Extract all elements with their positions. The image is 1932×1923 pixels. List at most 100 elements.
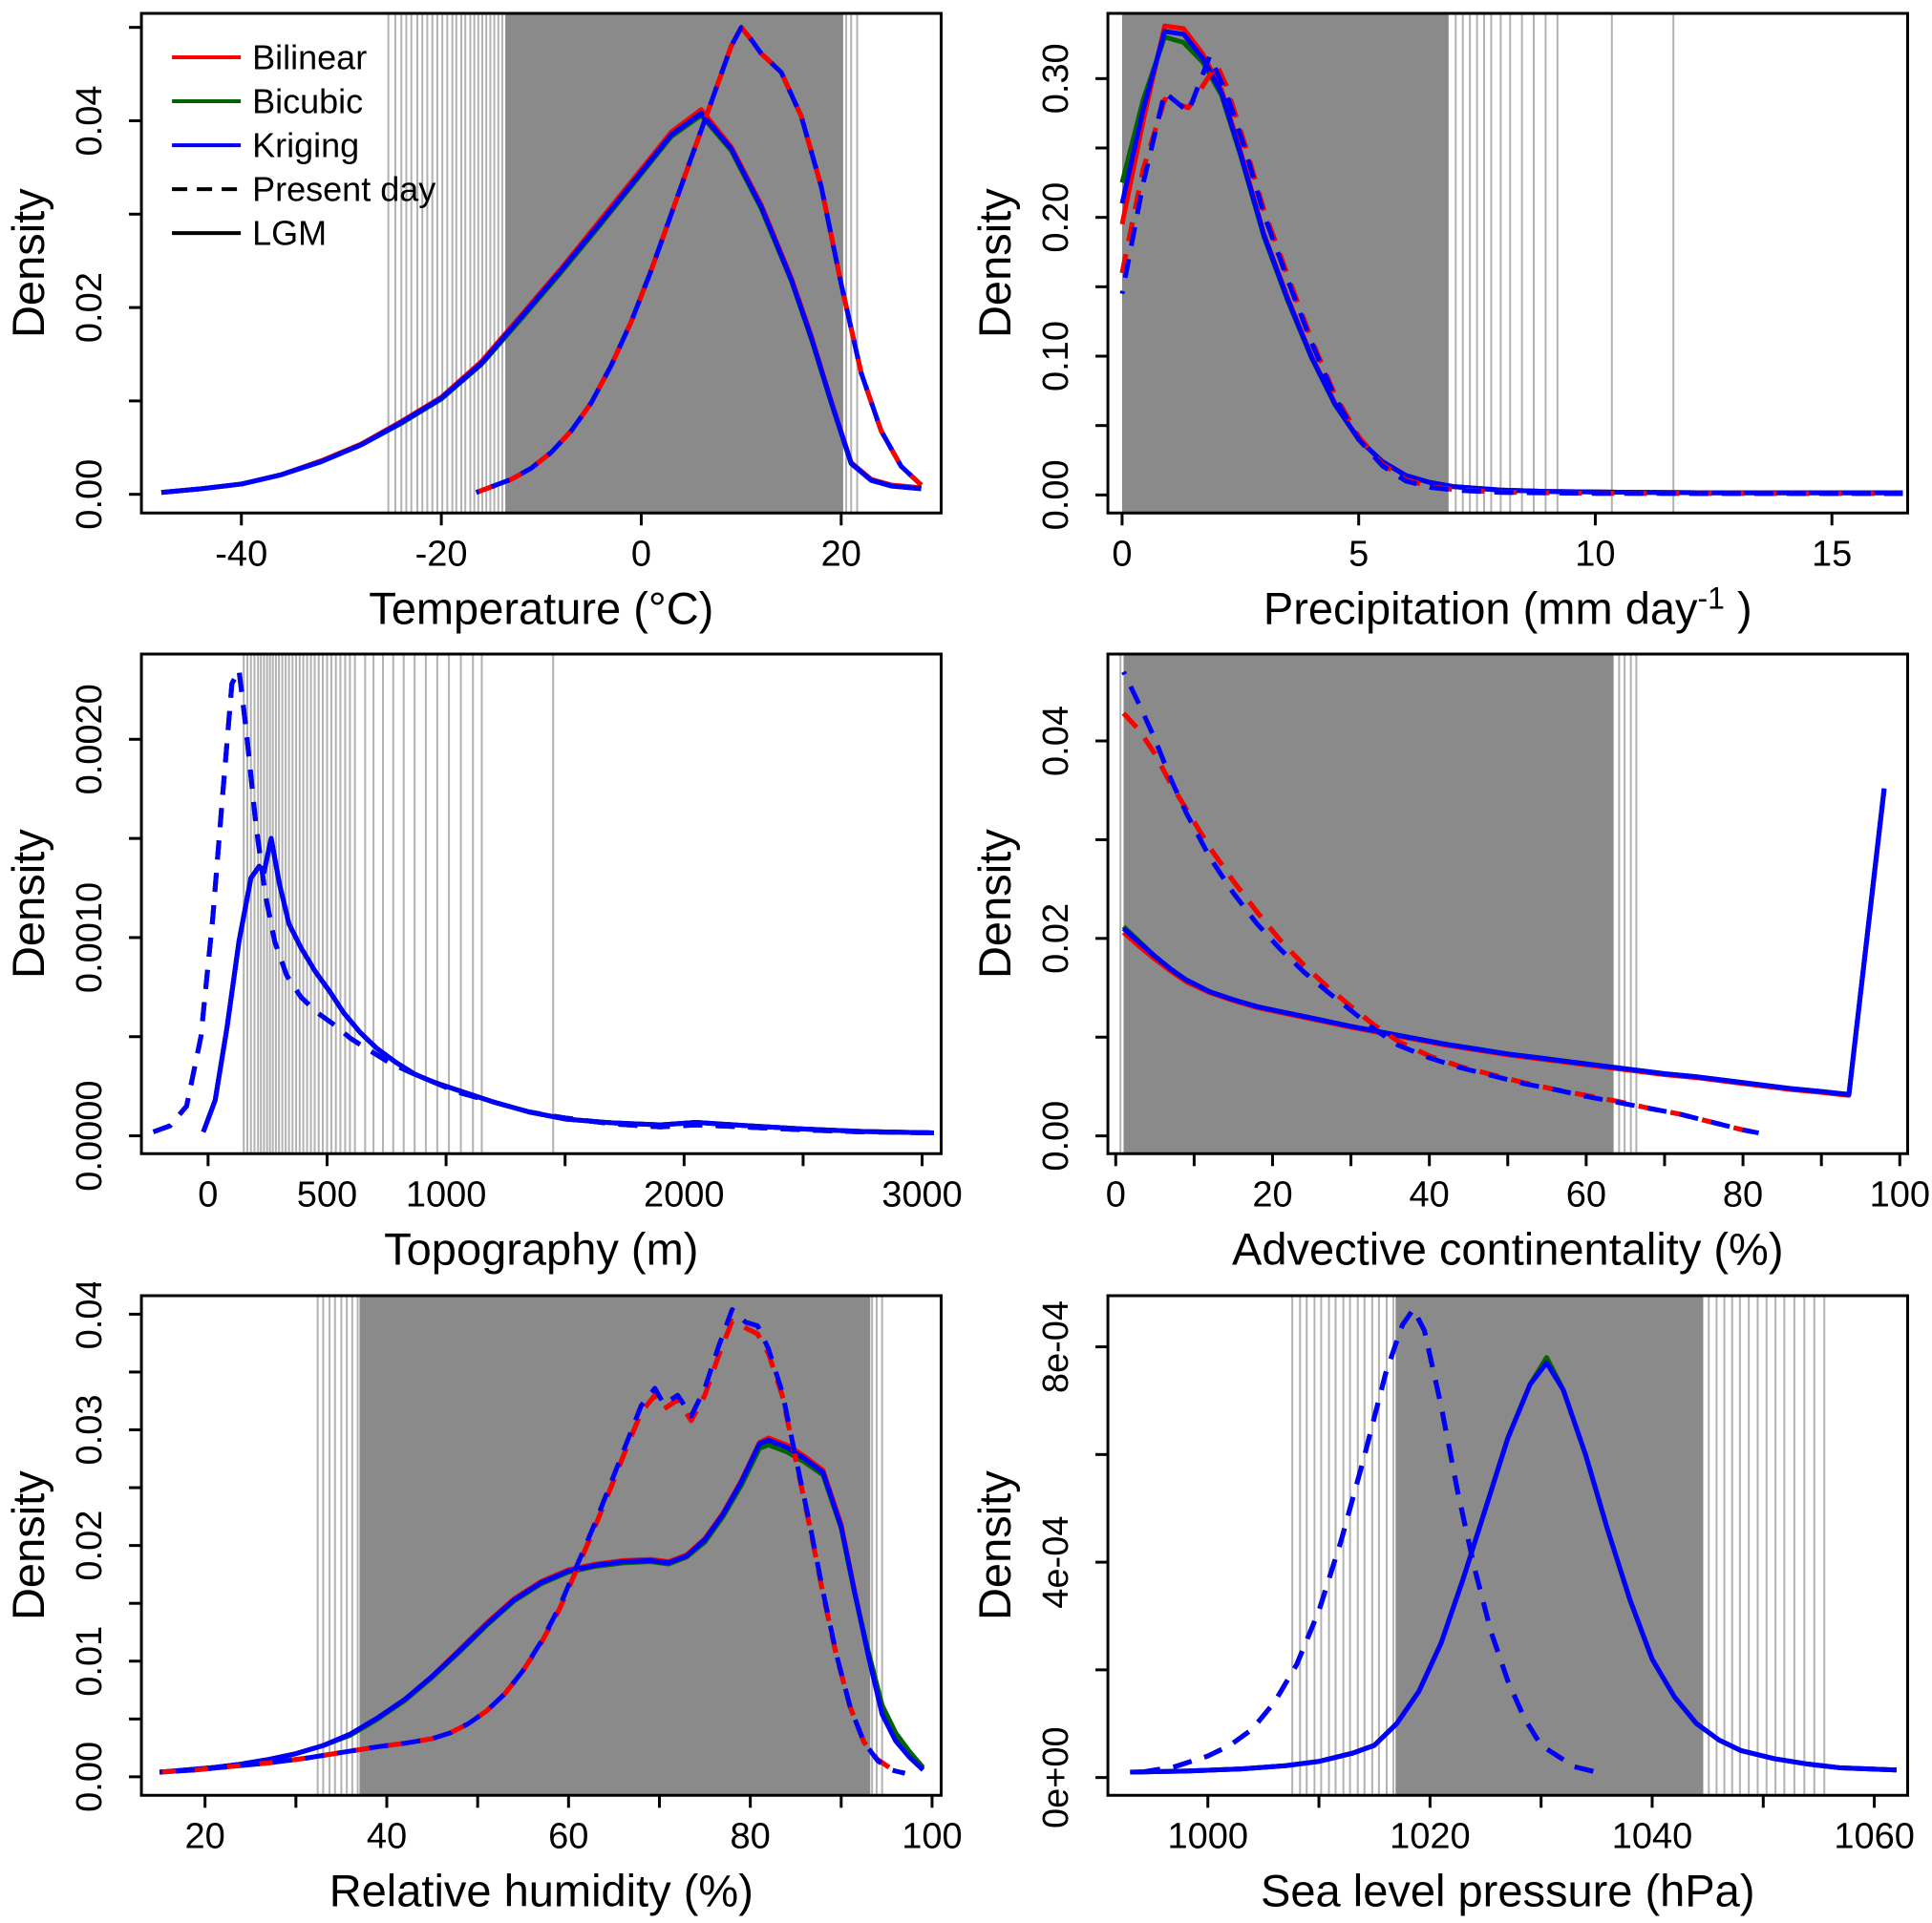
relative-humidity-plot: 20 40 60 80 100 0.00 0.01 0.02 0.03 0.04 Relative … [3, 1282, 963, 1915]
topography-plot: 0 500 1000 2000 3000 0.0000 0.0010 0.0020 Topogr… [3, 652, 963, 1275]
sea-level-pressure-x-tick-label: 1060 [1834, 1816, 1915, 1856]
sea-level-pressure-plot-area [1129, 1295, 1897, 1795]
panel-advective-continentality: 0 20 40 60 80 100 0.00 0.02 0.04 Advective contin… [966, 641, 1932, 1281]
precipitation-series-present-day-bilinear [1119, 62, 1902, 497]
sea-level-pressure-x-tick-label: 1000 [1167, 1816, 1248, 1856]
temperature-x-tick-label: -20 [415, 534, 468, 574]
panel-sea-level-pressure: 1000 1020 1040 1060 0e+00 4e-04 8e-04 Sea level… [966, 1282, 1932, 1923]
advective-continentality-series-lgm-kriging [1121, 788, 1886, 1098]
precipitation-x-axis-title: Precipitation (mm day-1 ) [1263, 581, 1752, 633]
precipitation-y-tick-label: 0.00 [1036, 459, 1076, 530]
precipitation-plot-area [1119, 13, 1902, 514]
precipitation-y-axis-title: Density [969, 188, 1020, 338]
sea-level-pressure-y-tick-label: 0e+00 [1036, 1726, 1076, 1828]
precipitation-x-tick-label: 5 [1348, 534, 1369, 574]
topography-x-axis-title: Topography (m) [384, 1224, 698, 1275]
sea-level-pressure-series-present-day-kriging [1140, 1306, 1597, 1775]
advective-continentality-x-tick-label: 100 [1869, 1175, 1929, 1215]
sea-level-pressure-plot: 1000 1020 1040 1060 0e+00 4e-04 8e-04 Sea level… [969, 1294, 1915, 1915]
precipitation-y-tick-label: 0.10 [1036, 321, 1076, 391]
advective-continentality-plot: 0 20 40 60 80 100 0.00 0.02 0.04 Advective contin… [969, 652, 1929, 1275]
topography-x-tick-label: 2000 [644, 1175, 725, 1215]
relative-humidity-y-tick-label: 0.01 [70, 1625, 110, 1696]
relative-humidity-x-tick-label: 80 [731, 1816, 771, 1856]
sea-level-pressure-y-tick-label: 8e-04 [1036, 1300, 1076, 1393]
relative-humidity-x-tick-label: 60 [548, 1816, 588, 1856]
advective-continentality-x-tick-label: 40 [1409, 1175, 1449, 1215]
advective-continentality-x-tick-label: 20 [1252, 1175, 1292, 1215]
advective-continentality-y-axis-title: Density [969, 829, 1020, 979]
precipitation-x-tick-label: 0 [1112, 534, 1132, 574]
temperature-plot: -40 -20 0 20 0.00 0.02 0.04 Temperature (°C) Den… [3, 11, 943, 633]
precipitation-x-tick-label: 15 [1812, 534, 1852, 574]
topography-y-axis-title: Density [3, 829, 53, 979]
temperature-x-axis-title: Temperature (°C) [369, 582, 713, 633]
relative-humidity-y-tick-label: 0.03 [70, 1394, 110, 1465]
topography-y-tick-label: 0.0010 [70, 882, 110, 993]
temperature-sample-band [505, 13, 843, 514]
topography-plot-area [152, 654, 935, 1154]
panel-relative-humidity: 20 40 60 80 100 0.00 0.01 0.02 0.03 0.04 Relative … [0, 1282, 966, 1923]
relative-humidity-x-tick-label: 100 [902, 1816, 962, 1856]
topography-series-lgm-kriging [201, 835, 935, 1136]
sea-level-pressure-series-lgm-kriging [1129, 1360, 1897, 1775]
advective-continentality-y-tick-label: 0.04 [1036, 706, 1076, 776]
advective-continentality-plot-area [1118, 654, 1886, 1154]
advective-continentality-sample-band [1122, 654, 1614, 1154]
temperature-y-axis-title: Density [3, 188, 53, 338]
relative-humidity-y-axis-title: Density [3, 1469, 53, 1619]
panel-precipitation: 0 5 10 15 0.00 0.10 0.20 0.30 Precipitation (mm … [966, 0, 1932, 641]
advective-continentality-y-tick-label: 0.00 [1036, 1101, 1076, 1172]
relative-humidity-series-present-day-kriging [159, 1306, 906, 1776]
sea-level-pressure-x-tick-label: 1040 [1611, 1816, 1692, 1856]
temperature-plot-box [139, 11, 943, 515]
topography-series-lgm-bilinear [201, 835, 935, 1136]
legend-label-lgm: LGM [252, 214, 327, 253]
temperature-x-tick-label: 20 [821, 534, 861, 574]
relative-humidity-series-lgm-kriging [159, 1437, 925, 1775]
sea-level-pressure-x-axis-title: Sea level pressure (hPa) [1261, 1865, 1754, 1915]
topography-y-tick-label: 0.0020 [70, 685, 110, 795]
legend-label-bilinear: Bilinear [252, 38, 367, 77]
advective-continentality-x-tick-label: 80 [1722, 1175, 1762, 1215]
topography-x-tick-label: 500 [297, 1175, 357, 1215]
precipitation-plot: 0 5 10 15 0.00 0.10 0.20 0.30 Precipitation (mm … [969, 11, 1909, 633]
temperature-y-tick-label: 0.00 [70, 459, 110, 530]
legend-label-bicubic: Bicubic [252, 82, 363, 121]
temperature-x-tick-label: -40 [215, 534, 267, 574]
precipitation-plot-box [1106, 11, 1909, 515]
precipitation-x-tick-label: 10 [1575, 534, 1615, 574]
sea-level-pressure-plot-box [1106, 1294, 1909, 1797]
relative-humidity-x-tick-label: 40 [367, 1816, 407, 1856]
relative-humidity-plot-area [159, 1295, 925, 1795]
temperature-series-lgm-kriging [160, 111, 922, 496]
advective-continentality-y-tick-label: 0.02 [1036, 903, 1076, 974]
topography-series-lgm-bicubic [201, 835, 935, 1136]
sea-level-pressure-x-tick-label: 1020 [1390, 1816, 1471, 1856]
advective-continentality-x-tick-label: 60 [1565, 1175, 1605, 1215]
advective-continentality-x-axis-title: Advective continentality (%) [1232, 1224, 1784, 1275]
temperature-plot-area [160, 13, 924, 514]
relative-humidity-y-tick-label: 0.02 [70, 1510, 110, 1580]
topography-x-tick-label: 1000 [406, 1175, 487, 1215]
sea-level-pressure-y-tick-label: 4e-04 [1036, 1515, 1076, 1608]
legend-label-kriging: Kriging [252, 126, 359, 165]
sea-level-pressure-y-axis-title: Density [969, 1469, 1020, 1619]
advective-continentality-series-present-day-bilinear [1121, 711, 1759, 1136]
topography-series-present-day-kriging [152, 667, 935, 1136]
panel-temperature: -40 -20 0 20 0.00 0.02 0.04 Temperature (°C) Den… [0, 0, 966, 641]
topography-plot-box [139, 652, 943, 1156]
topography-x-tick-label: 0 [198, 1175, 218, 1215]
panel-topography: 0 500 1000 2000 3000 0.0000 0.0010 0.0020 Topogr… [0, 641, 966, 1281]
advective-continentality-series-present-day-kriging [1120, 670, 1759, 1136]
topography-y-tick-label: 0.0000 [70, 1081, 110, 1192]
topography-x-tick-label: 3000 [881, 1175, 963, 1215]
relative-humidity-sample-band [359, 1295, 871, 1795]
legend-label-present-day: Present day [252, 170, 435, 209]
temperature-x-tick-label: 0 [631, 534, 651, 574]
temperature-series-present-day-kriging [475, 25, 924, 496]
relative-humidity-y-tick-label: 0.00 [70, 1742, 110, 1812]
temperature-y-tick-label: 0.04 [70, 85, 110, 156]
advective-continentality-x-tick-label: 0 [1105, 1175, 1125, 1215]
